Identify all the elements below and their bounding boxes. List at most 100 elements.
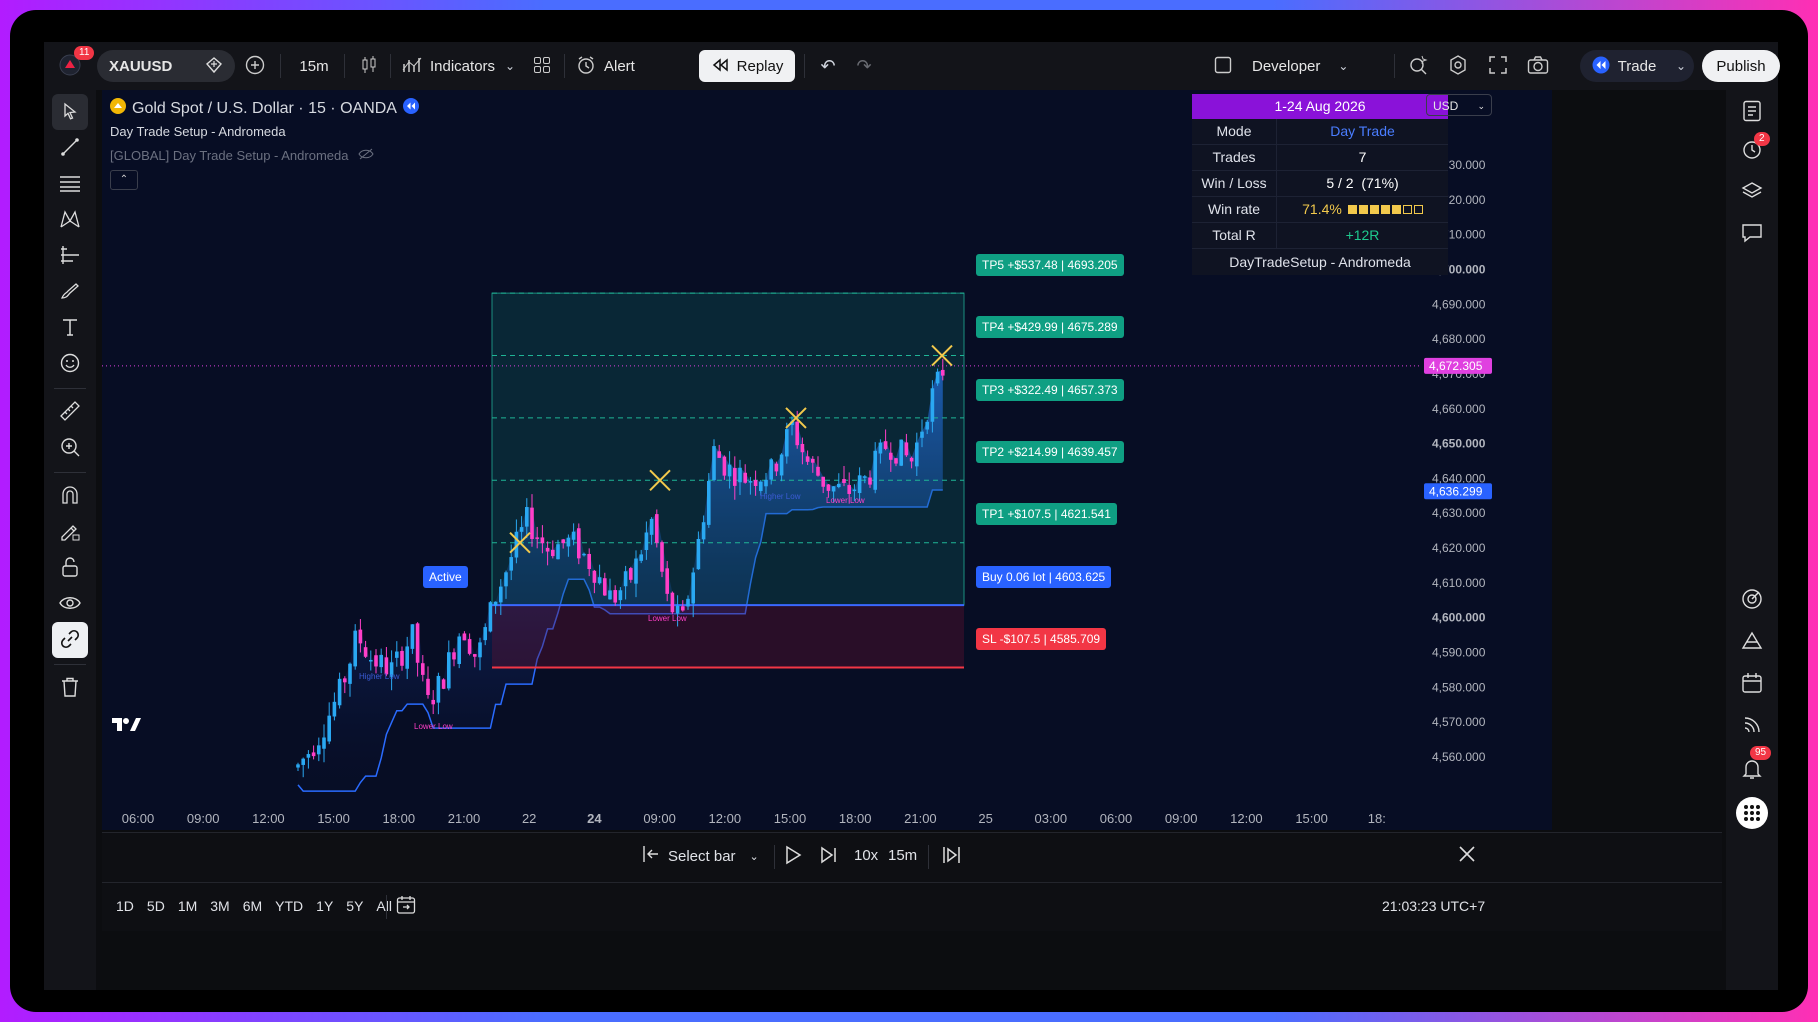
close-replay-button[interactable] [1458,845,1476,867]
quick-search-button[interactable] [1404,50,1432,82]
tp5-tag[interactable]: TP5 +$537.48 | 4693.205 [976,254,1124,276]
go-to-date-button[interactable] [396,895,416,918]
notifications-button[interactable]: 95 [1734,746,1772,788]
magnet-tool[interactable] [52,478,88,514]
chart-type-button[interactable] [354,50,384,82]
alarm-clock-icon [1741,138,1763,163]
lock-drawing-tool[interactable] [52,514,88,550]
replay-button[interactable]: Replay [699,50,795,82]
candle-body [343,678,347,683]
redo-button[interactable]: ↷ [850,50,878,82]
interval-button[interactable]: 15m [294,50,334,82]
candle-body [769,459,773,480]
range-1d[interactable]: 1D [116,898,134,914]
emoji-tool[interactable] [52,346,88,382]
time-axis-label: 06:00 [122,811,155,826]
jump-to-realtime-button[interactable] [942,845,962,869]
indicators-button[interactable]: Indicators [402,50,495,82]
candle-body [337,678,342,706]
stats-row-trades: Trades 7 [1192,145,1448,171]
step-forward-button[interactable] [820,845,838,869]
range-5y[interactable]: 5Y [346,898,364,914]
stats-value: 5 / 2 (71%) [1326,175,1399,191]
screener-button[interactable] [1734,582,1770,618]
measure-tool[interactable] [52,394,88,430]
tp2-tag[interactable]: TP2 +$214.99 | 4639.457 [976,441,1124,463]
select-bar-button[interactable]: Select bar ⌄ [642,845,759,867]
object-tree-button[interactable] [1734,174,1770,210]
sync-drawings-tool[interactable] [52,622,88,658]
chart-pane[interactable]: 06:00 09:00 12:00 15:00 18:00 21:00 22 24 09:00 1… [102,90,1552,830]
candle-body [457,636,461,664]
winrate-block [1413,205,1423,214]
alerts-button[interactable]: 2 [1734,132,1770,168]
range-5d[interactable]: 5D [146,898,165,914]
candle-body [821,476,825,487]
indicator-legend-2[interactable]: [GLOBAL] Day Trade Setup - Andromeda [110,148,375,163]
snapshot-button[interactable] [1524,50,1552,82]
tp4-tag[interactable]: TP4 +$429.99 | 4675.289 [976,316,1124,338]
chart-canvas[interactable]: 06:00 09:00 12:00 15:00 18:00 21:00 22 24 09:00 1… [102,90,1552,830]
layout-menu-button[interactable]: Developer ⌄ [1214,50,1348,82]
alert-button[interactable]: Alert [576,50,635,82]
currency-selector[interactable]: USD ⌄ [1426,94,1492,116]
eye-hidden-icon[interactable] [358,148,375,163]
range-6m[interactable]: 6M [242,898,263,914]
time-axis-label: 22 [522,811,536,826]
profile-button[interactable]: 11 [54,46,95,82]
range-1y[interactable]: 1Y [316,898,334,914]
trend-line-tool[interactable] [52,130,88,166]
layouts-button[interactable] [528,50,556,82]
replay-interval-button[interactable]: 15m [888,847,918,864]
clock[interactable]: 21:03:23 UTC+7 [1382,898,1486,914]
stop-loss-tag[interactable]: SL -$107.5 | 4585.709 [976,628,1107,650]
pattern-tool[interactable] [52,202,88,238]
calendar-button[interactable] [1734,666,1770,702]
range-3m[interactable]: 3M [210,898,230,914]
forecast-tool[interactable] [52,238,88,274]
trade-dropdown[interactable]: ⌄ [1668,50,1694,82]
watchlist-button[interactable] [1734,94,1770,130]
fullscreen-button[interactable] [1484,50,1512,82]
rss-icon [1742,715,1762,738]
news-feed-button[interactable] [1734,708,1770,744]
tradingview-logo[interactable] [112,716,142,737]
tp1-tag[interactable]: TP1 +$107.5 | 4621.541 [976,503,1117,525]
play-button[interactable] [784,845,802,869]
symbol-legend[interactable]: Gold Spot / U.S. Dollar · 15 · OANDA [110,98,419,119]
remove-drawings-tool[interactable] [52,670,88,706]
entry-tag[interactable]: Buy 0.06 lot | 4603.625 [976,566,1112,588]
publish-button[interactable]: Publish [1702,50,1780,82]
replay-speed-button[interactable]: 10x [854,847,879,864]
candle-body [811,458,815,463]
candle-body [421,663,425,675]
time-axis-label: 18:00 [839,811,872,826]
undo-button[interactable]: ↶ [814,50,842,82]
indicator-legend-1[interactable]: Day Trade Setup - Andromeda [110,124,286,139]
tp3-tag[interactable]: TP3 +$322.49 | 4657.373 [976,379,1124,401]
cursor-tool[interactable] [52,94,88,130]
range-ytd[interactable]: YTD [275,898,304,914]
candle-body [504,572,508,587]
indicators-dropdown[interactable]: ⌄ [502,50,518,82]
brush-tool[interactable] [52,274,88,310]
diamond-add-icon[interactable] [205,56,223,77]
active-trade-tag[interactable]: Active [423,566,468,588]
trade-button[interactable]: Trade [1580,50,1668,82]
ideas-button[interactable] [1734,624,1770,660]
time-axis-label: 12:00 [709,811,742,826]
settings-button[interactable] [1444,50,1472,82]
apps-button[interactable] [1734,796,1770,832]
zoom-tool[interactable] [52,430,88,466]
text-tool[interactable] [52,310,88,346]
compare-symbol-button[interactable] [240,50,270,82]
candle-body [681,606,685,611]
range-1m[interactable]: 1M [177,898,198,914]
symbol-search-button[interactable]: XAUUSD [97,50,235,82]
hide-drawings-tool[interactable] [52,586,88,622]
lock-all-tool[interactable] [52,550,88,586]
fib-tool[interactable] [52,166,88,202]
chats-button[interactable] [1734,216,1770,252]
collapse-legend-button[interactable]: ⌃ [110,170,138,190]
range-all[interactable]: All [376,898,392,914]
